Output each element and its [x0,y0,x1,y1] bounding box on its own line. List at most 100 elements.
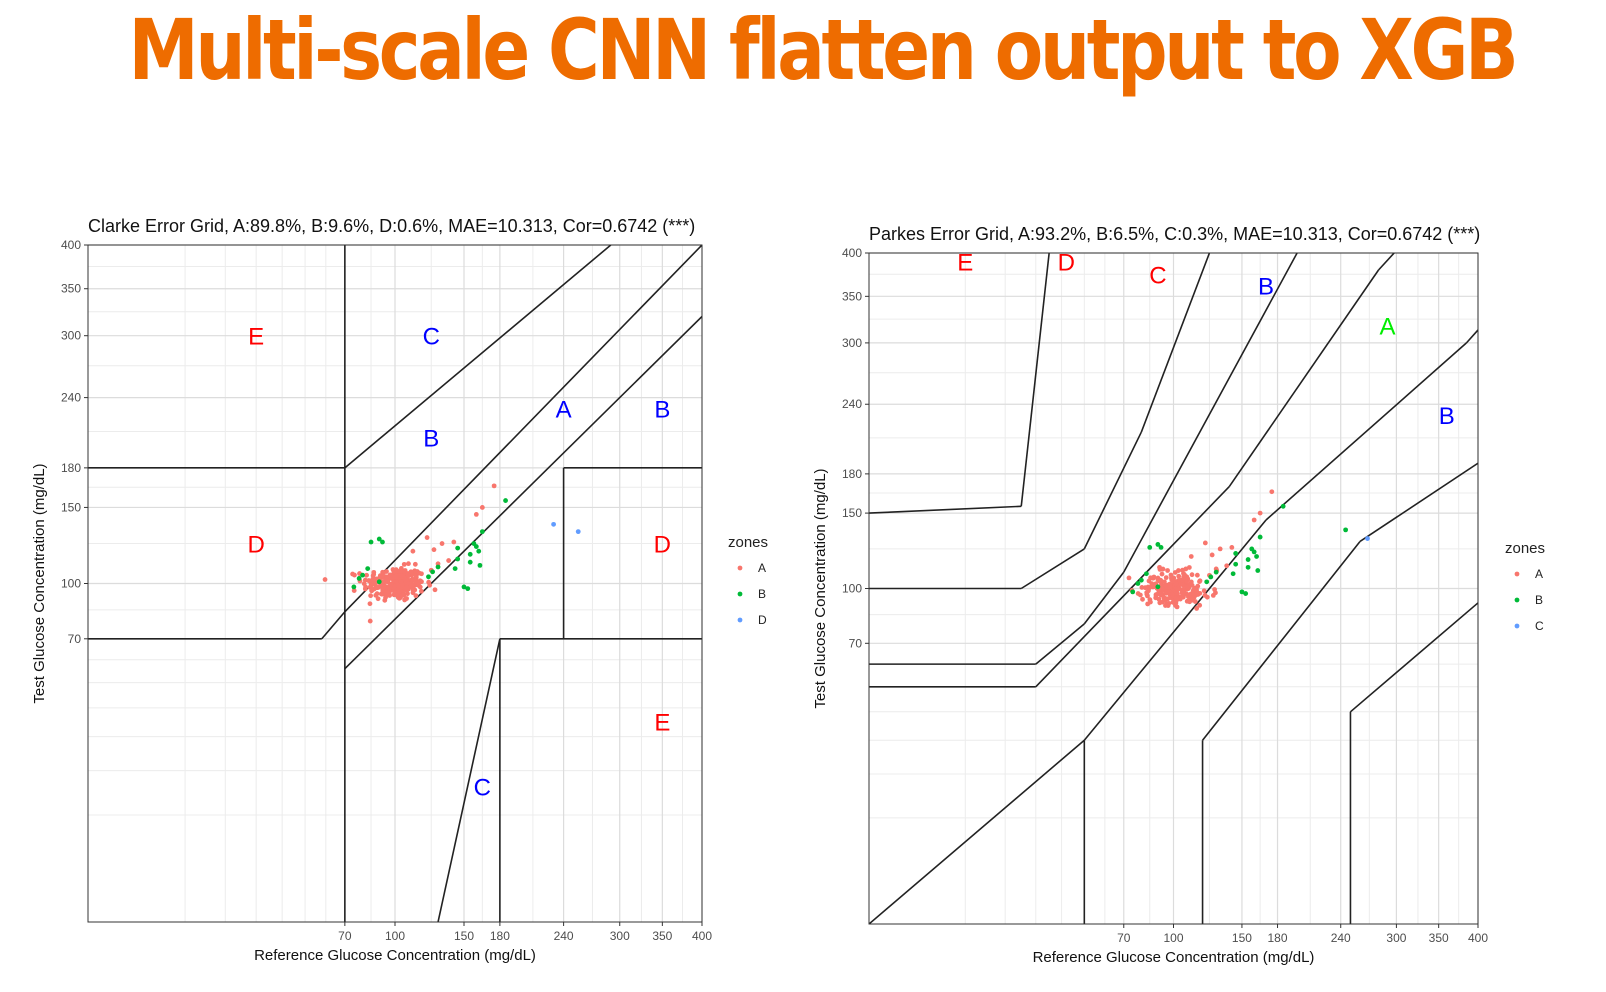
point-A [402,597,408,603]
point-A [1197,578,1203,584]
point-A [384,578,390,583]
point-A [1153,595,1159,601]
x-tick-label: 150 [1232,931,1252,945]
point-D [551,521,556,527]
zone-boundary [344,245,612,469]
point-A [1217,546,1223,552]
point-B [1208,574,1214,580]
y-tick-label: 150 [842,506,862,520]
point-B [1135,581,1141,586]
point-A [380,585,386,591]
point-A [1158,592,1164,598]
point-A [1180,590,1185,596]
zone-label: B [1258,274,1274,301]
zone-boundary [1359,462,1478,543]
point-A [1165,568,1170,573]
point-A [1182,572,1188,578]
point-A [1193,592,1199,598]
point-A [1163,575,1169,580]
zone-label: D [1058,249,1075,276]
data-points [322,483,581,624]
point-B [473,544,479,549]
point-A [380,579,386,585]
point-B [380,539,385,545]
point-A [367,601,373,607]
zone-boundary [869,739,1085,924]
legend-label: A [758,561,766,575]
point-B [376,579,382,585]
x-tick-label: 100 [385,929,405,943]
zone-boundary [1123,253,1298,573]
point-A [1150,584,1156,590]
point-A [370,578,376,583]
point-A [1190,588,1196,594]
point-A [1160,566,1166,572]
point-B [479,529,485,535]
point-A [413,573,419,579]
zone-boundary [344,315,702,670]
point-A [398,579,404,585]
point-A [418,588,424,594]
legend: zones ABC [1505,540,1545,633]
point-A [432,587,438,593]
point-A [368,584,373,590]
point-B [356,576,362,581]
point-B [1130,589,1136,595]
x-tick-label: 150 [454,929,474,943]
x-tick-label: 350 [1429,931,1449,945]
point-B [1245,564,1251,570]
legend-key-B [1514,597,1520,603]
y-tick-label: 180 [842,467,862,481]
y-tick-label: 100 [61,577,81,591]
zone-label: B [654,397,670,424]
point-B [1158,545,1164,550]
point-B [503,498,508,503]
point-B [1343,527,1349,533]
point-A [404,585,410,590]
chart-title: Clarke Error Grid, A:89.8%, B:9.6%, D:0.… [88,216,695,236]
point-A [1188,554,1194,559]
point-A [479,505,485,510]
point-B [1245,557,1251,562]
point-A [388,572,394,578]
y-tick-label: 180 [61,461,81,475]
point-A [1176,573,1182,579]
point-A [382,597,388,603]
point-B [1155,542,1161,547]
point-A [412,561,418,567]
point-A [1163,603,1168,608]
point-B [1138,577,1144,583]
zone-label: B [423,425,439,452]
point-A [1224,563,1230,569]
zone-boundary [1020,253,1050,507]
y-axis-label: Test Glucose Concentration (mg/dL) [812,468,829,708]
point-A [427,582,433,588]
point-B [455,556,461,562]
point-A [374,585,380,591]
point-A [388,582,394,588]
point-A [364,572,369,578]
y-tick-label: 350 [61,282,81,296]
y-tick-label: 240 [842,397,862,411]
point-A [1202,540,1208,546]
point-A [491,483,497,489]
point-B [1233,561,1239,567]
point-A [352,572,357,578]
zone-lines [88,245,702,922]
zone-lines [869,253,1478,924]
point-A [473,511,479,517]
point-B [1147,545,1153,550]
point-A [451,539,457,545]
point-A [367,618,373,624]
point-A [375,596,381,602]
point-A [417,579,423,585]
data-points [1126,489,1370,611]
point-A [377,573,383,578]
point-A [1176,568,1181,573]
point-A [370,573,376,579]
zone-label: B [1439,403,1455,430]
zone-label: E [957,249,973,276]
x-axis-label: Reference Glucose Concentration (mg/dL) [254,947,536,964]
point-A [1157,600,1163,606]
x-tick-label: 240 [1331,931,1351,945]
